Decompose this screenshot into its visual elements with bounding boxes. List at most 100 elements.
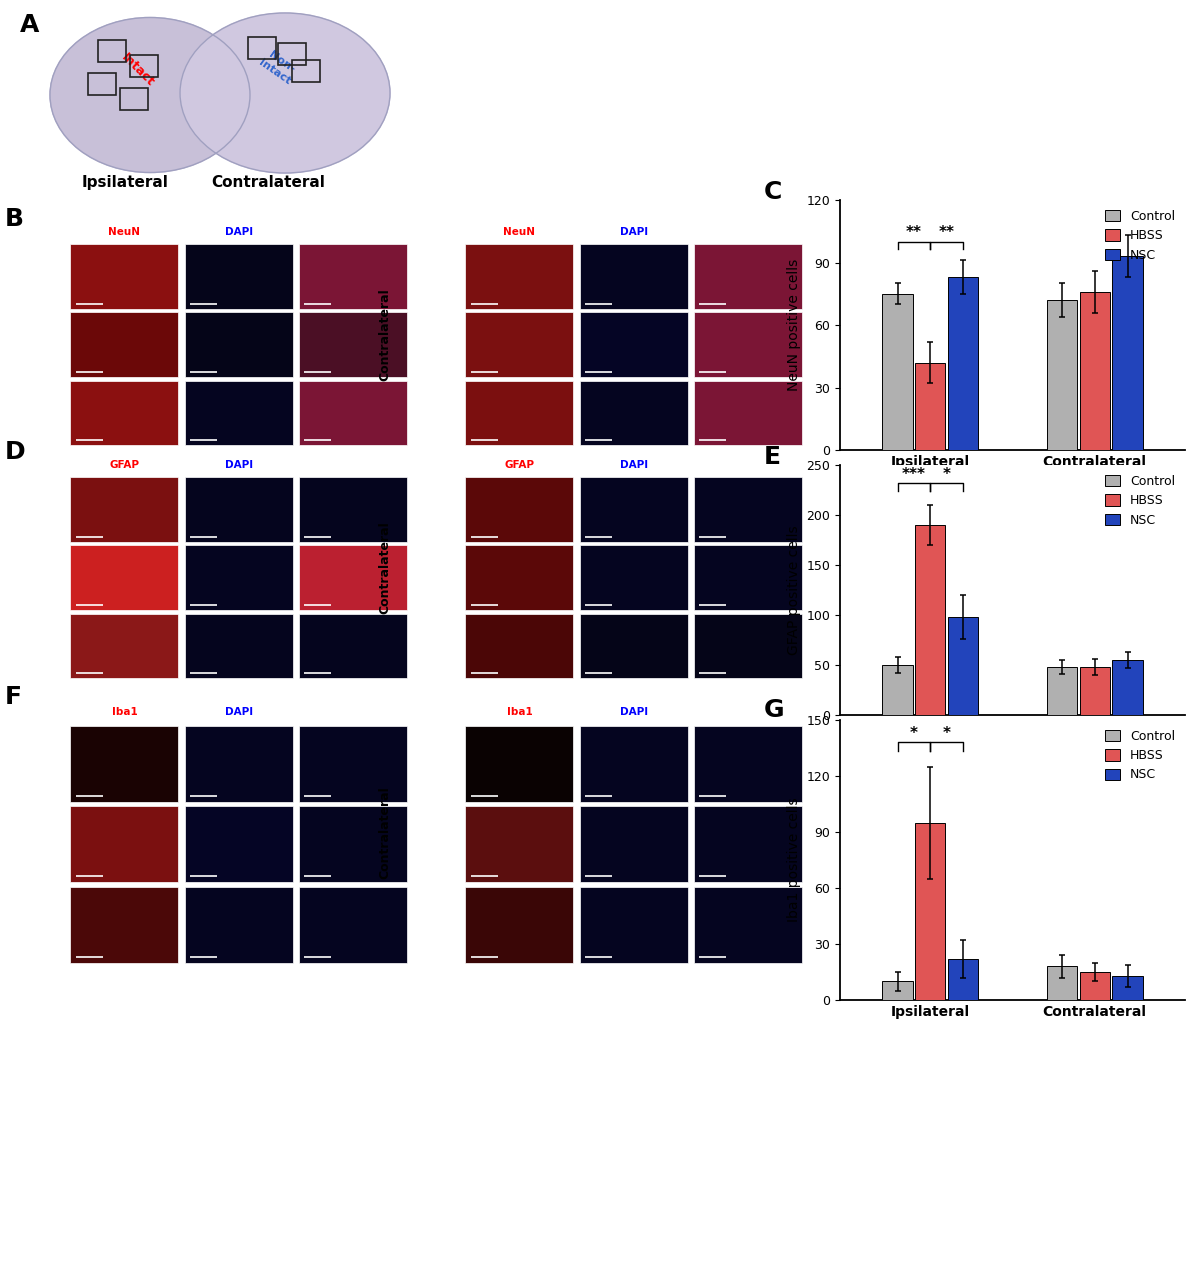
Bar — [580, 726, 688, 802]
Bar — [248, 37, 276, 59]
Legend: Control, HBSS, NSC: Control, HBSS, NSC — [1102, 207, 1178, 265]
Bar — [916, 822, 946, 1000]
Bar — [299, 614, 407, 678]
Text: DAPI: DAPI — [224, 707, 253, 718]
Bar — [466, 806, 574, 883]
Bar — [292, 61, 320, 82]
Text: Merge: Merge — [730, 707, 767, 718]
Y-axis label: Iba1 positive cells: Iba1 positive cells — [787, 798, 800, 922]
Legend: Control, HBSS, NSC: Control, HBSS, NSC — [1102, 472, 1178, 530]
Text: GFAP: GFAP — [504, 460, 534, 470]
Text: HBSS: HBSS — [437, 565, 445, 590]
Bar — [299, 806, 407, 883]
Bar — [1112, 660, 1142, 715]
Y-axis label: NeuN positive cells: NeuN positive cells — [787, 259, 800, 391]
Text: F: F — [5, 685, 22, 709]
Bar — [948, 617, 978, 715]
Bar — [694, 313, 802, 377]
Text: NeuN: NeuN — [504, 227, 535, 237]
Bar — [580, 245, 688, 309]
Text: *: * — [910, 726, 918, 741]
Text: Control: Control — [437, 748, 445, 781]
Text: NSC: NSC — [437, 404, 445, 422]
Bar — [71, 806, 179, 883]
Text: ***: *** — [902, 467, 926, 482]
Bar — [580, 381, 688, 445]
Bar — [71, 886, 179, 963]
Text: Contralateral: Contralateral — [379, 786, 392, 879]
Bar — [120, 88, 148, 110]
Bar — [185, 313, 293, 377]
Bar — [694, 381, 802, 445]
Bar — [1046, 300, 1076, 450]
Text: E: E — [764, 445, 781, 469]
Bar — [580, 545, 688, 610]
Bar — [130, 55, 158, 77]
Bar — [882, 981, 913, 1000]
Text: Ipsilateral: Ipsilateral — [82, 175, 168, 190]
Bar — [1112, 256, 1142, 450]
Text: A: A — [20, 13, 40, 37]
Bar — [694, 545, 802, 610]
Bar — [466, 886, 574, 963]
Bar — [278, 43, 306, 66]
Bar — [185, 545, 293, 610]
Text: G: G — [764, 697, 785, 721]
Bar — [185, 614, 293, 678]
Text: **: ** — [906, 226, 922, 241]
Text: DAPI: DAPI — [224, 460, 253, 470]
Text: *: * — [943, 726, 950, 741]
Text: Contralateral: Contralateral — [211, 175, 325, 190]
Ellipse shape — [50, 18, 250, 173]
Bar — [71, 245, 179, 309]
Text: NSC: NSC — [437, 915, 445, 934]
Bar — [466, 245, 574, 309]
Text: **: ** — [938, 226, 955, 241]
Bar — [580, 477, 688, 542]
Text: B: B — [5, 207, 24, 231]
Text: HBSS: HBSS — [437, 832, 445, 856]
Text: NSC: NSC — [42, 637, 50, 656]
Text: Contralateral: Contralateral — [379, 521, 392, 614]
Bar — [299, 381, 407, 445]
Bar — [299, 545, 407, 610]
Text: HBSS: HBSS — [42, 565, 50, 590]
Bar — [948, 958, 978, 1000]
Bar — [694, 245, 802, 309]
Text: Contralateral: Contralateral — [379, 288, 392, 381]
Text: C: C — [764, 180, 782, 204]
Text: NeuN: NeuN — [108, 227, 140, 237]
Text: Iba1: Iba1 — [506, 707, 533, 718]
Text: DAPI: DAPI — [619, 707, 648, 718]
Y-axis label: GFAP positive cells: GFAP positive cells — [787, 525, 800, 654]
Bar — [185, 245, 293, 309]
Bar — [694, 886, 802, 963]
Bar — [580, 614, 688, 678]
Bar — [1112, 976, 1142, 1000]
Bar — [299, 726, 407, 802]
Bar — [98, 40, 126, 62]
Bar — [299, 245, 407, 309]
Bar — [71, 614, 179, 678]
Text: HBSS: HBSS — [42, 832, 50, 856]
Bar — [694, 806, 802, 883]
Ellipse shape — [180, 13, 390, 173]
Bar — [185, 381, 293, 445]
Text: Control: Control — [437, 260, 445, 293]
Bar — [694, 477, 802, 542]
Bar — [1080, 972, 1110, 1000]
Text: DAPI: DAPI — [224, 227, 253, 237]
Bar — [71, 477, 179, 542]
Text: Merge: Merge — [730, 227, 767, 237]
Text: Control: Control — [42, 748, 50, 781]
Bar — [185, 477, 293, 542]
Bar — [580, 313, 688, 377]
Bar — [948, 277, 978, 450]
Bar — [916, 525, 946, 715]
Text: Merge: Merge — [730, 460, 767, 470]
Text: Merge: Merge — [335, 707, 372, 718]
Bar — [71, 545, 179, 610]
Text: HBSS: HBSS — [437, 333, 445, 357]
Text: Iba1: Iba1 — [112, 707, 137, 718]
Legend: Control, HBSS, NSC: Control, HBSS, NSC — [1102, 726, 1178, 786]
